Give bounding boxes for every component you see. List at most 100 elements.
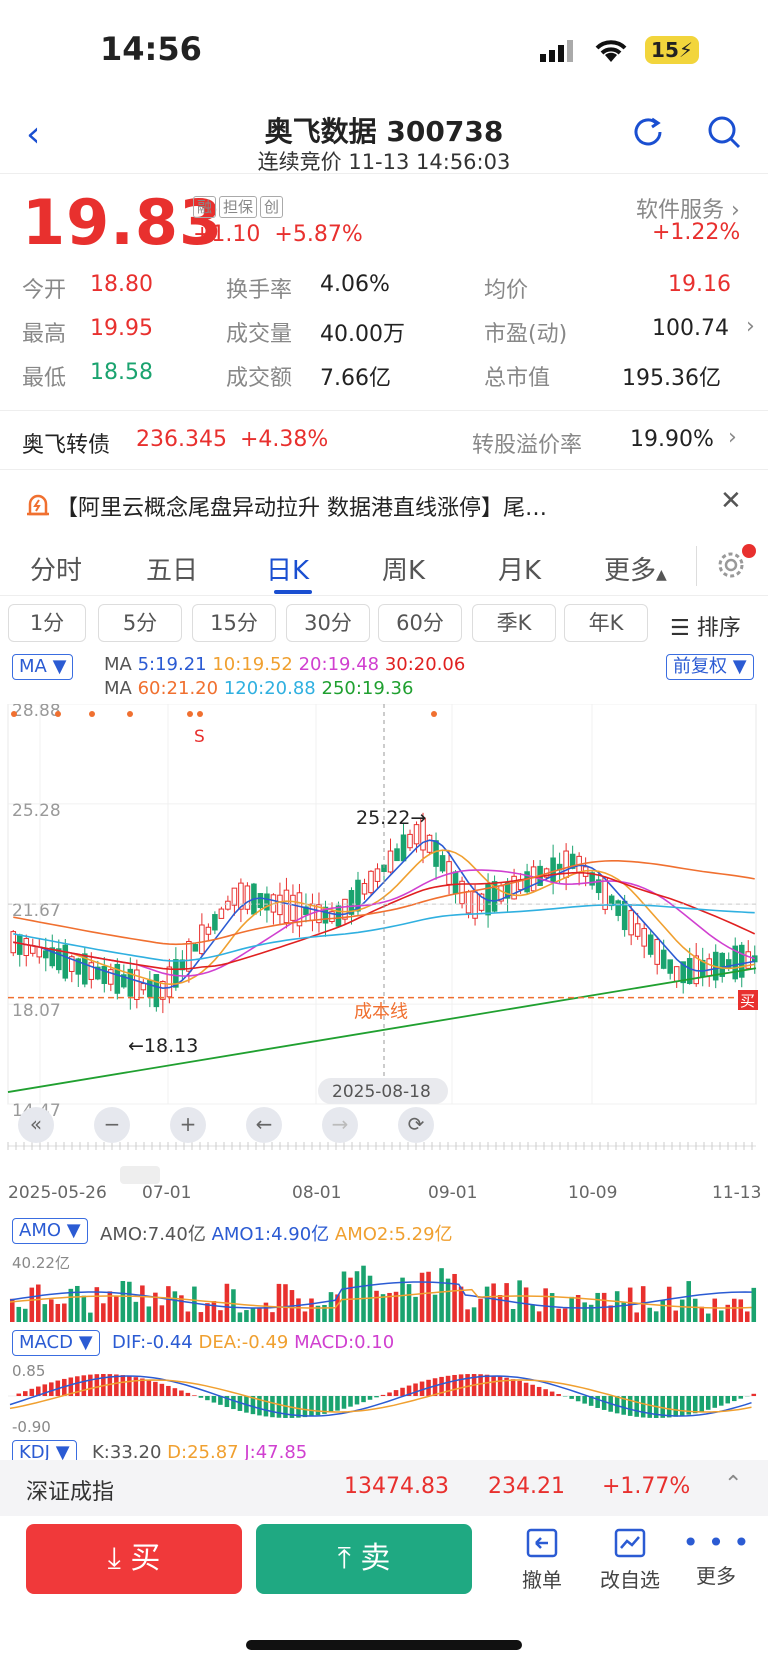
- y-tick-label: 21.67: [12, 901, 61, 921]
- candle-body: [654, 939, 660, 965]
- kdj-selector[interactable]: KDJ ▼: [12, 1440, 77, 1460]
- macd-dea: DEA:-0.49: [198, 1332, 289, 1353]
- scroll-left-icon[interactable]: ←: [246, 1107, 282, 1143]
- subtab-quarter[interactable]: 季K: [472, 604, 556, 642]
- tab-more[interactable]: 更多▲: [604, 556, 667, 586]
- crosshair-date-bg: [318, 1078, 448, 1104]
- stat-value-open: 18.80: [90, 272, 153, 297]
- convertible-bond-row[interactable]: 奥飞转债 236.345 +4.38% 转股溢价率 19.90% ›: [0, 410, 768, 470]
- event-marker: [11, 711, 17, 717]
- subtab-1min[interactable]: 1分: [8, 604, 86, 642]
- candle-body: [413, 824, 420, 845]
- amo-bar: [179, 1295, 184, 1322]
- close-icon[interactable]: ✕: [720, 486, 742, 516]
- amo-bar: [42, 1304, 48, 1322]
- sector-percent: +1.22%: [652, 220, 741, 245]
- chevron-up-icon[interactable]: ⌃: [724, 1472, 743, 1497]
- cancel-order-button[interactable]: 撤单: [506, 1526, 578, 1593]
- ma-legend-item2-0: MA: [104, 678, 138, 699]
- candle-body: [69, 956, 75, 972]
- stat-label-open: 今开: [22, 278, 67, 303]
- candle-body: [569, 853, 576, 869]
- kdj-d: D:25.87: [167, 1442, 239, 1460]
- buy-marker: 买: [740, 992, 755, 1010]
- ma-selector[interactable]: MA ▼: [12, 654, 74, 680]
- rotate-screen-icon[interactable]: ⟳: [398, 1107, 434, 1143]
- candle-body: [732, 945, 739, 980]
- macd-bar: [393, 1390, 399, 1396]
- candle-body: [108, 969, 114, 985]
- macd-bar: [543, 1389, 548, 1396]
- tab-divider: [696, 546, 697, 586]
- sector-name: 软件服务: [636, 198, 725, 223]
- amo-bar: [205, 1303, 210, 1322]
- subtab-year[interactable]: 年K: [564, 604, 648, 642]
- macd-bar: [192, 1395, 197, 1396]
- zoom-out-icon[interactable]: −: [94, 1107, 130, 1143]
- macd-bar: [231, 1396, 236, 1410]
- buy-button[interactable]: ⤓ 买: [26, 1524, 242, 1594]
- subtab-5min[interactable]: 5分: [98, 604, 182, 642]
- macd-bar: [218, 1396, 223, 1405]
- amo-bar: [660, 1300, 665, 1322]
- refresh-icon[interactable]: [630, 114, 666, 154]
- macd-bar: [133, 1377, 139, 1396]
- amo-selector[interactable]: AMO ▼: [12, 1218, 88, 1244]
- candle-body: [738, 944, 745, 978]
- chevron-right-icon[interactable]: ›: [746, 314, 755, 339]
- macd-selector[interactable]: MACD ▼: [12, 1330, 100, 1356]
- undo-icon: [526, 1528, 558, 1558]
- sell-button[interactable]: ⤒ 卖: [256, 1524, 472, 1594]
- candle-body: [153, 974, 160, 1008]
- stat-value-pe[interactable]: 100.74: [652, 316, 729, 341]
- candle-body: [101, 965, 108, 984]
- adjust-selector[interactable]: 前复权 ▼: [666, 654, 754, 680]
- candle-body: [433, 840, 439, 867]
- macd-bar: [172, 1388, 178, 1396]
- candle-body: [316, 904, 322, 924]
- macd-bar: [322, 1396, 327, 1414]
- macd-bar: [335, 1396, 340, 1411]
- subtab-15min[interactable]: 15分: [192, 604, 276, 642]
- notification-dot: [742, 544, 756, 558]
- tab-weekly[interactable]: 周K: [382, 556, 426, 586]
- ma-legend-line2: MA 60:21.20 120:20.88 250:19.36: [104, 678, 413, 699]
- scroll-left-fast-icon[interactable]: «: [18, 1107, 54, 1143]
- macd-bar: [23, 1391, 28, 1396]
- bond-percent: +4.38%: [240, 427, 329, 452]
- news-banner[interactable]: 【阿里云概念尾盘异动拉升 数据港直线涨停】尾… ✕: [0, 476, 768, 532]
- scroll-right-icon[interactable]: →: [322, 1107, 358, 1143]
- index-ticker[interactable]: 深证成指 13474.83 234.21 +1.77% ⌃: [0, 1460, 768, 1516]
- tab-intraday[interactable]: 分时: [30, 556, 83, 586]
- subtab-30min[interactable]: 30分: [286, 604, 370, 642]
- amo-bar: [49, 1299, 54, 1322]
- sort-button[interactable]: ☰ 排序: [670, 616, 741, 641]
- candle-body: [173, 959, 179, 988]
- gear-icon[interactable]: [716, 550, 746, 584]
- amo-bar: [133, 1301, 139, 1322]
- back-icon[interactable]: ‹: [26, 114, 41, 155]
- minute-subtabs: 1分 5分 15分 30分 60分 季K 年K ☰ 排序: [0, 600, 768, 644]
- ma-selector-label: MA ▼: [12, 654, 74, 680]
- more-button[interactable]: • • • 更多: [680, 1526, 752, 1589]
- candle-body: [628, 910, 634, 936]
- sector-link[interactable]: 软件服务 ›: [636, 198, 740, 223]
- macd-bar: [478, 1374, 483, 1396]
- current-price: 19.83: [22, 186, 224, 259]
- status-bar: 14:56 15⚡: [0, 0, 768, 100]
- tab-daily[interactable]: 日K: [266, 556, 310, 586]
- candle-body: [199, 924, 205, 955]
- tab-monthly[interactable]: 月K: [498, 556, 542, 586]
- tab-5day[interactable]: 五日: [146, 556, 199, 586]
- amo-bar: [153, 1292, 158, 1322]
- candle-body: [420, 817, 426, 851]
- search-icon[interactable]: [706, 114, 742, 154]
- stat-label-avg: 均价: [484, 278, 529, 303]
- subtab-60min[interactable]: 60分: [378, 604, 462, 642]
- zoom-in-icon[interactable]: +: [170, 1107, 206, 1143]
- amo-panel: AMO ▼ AMO:7.40亿 AMO1:4.90亿 AMO2:5.29亿 40…: [0, 1212, 768, 1322]
- macd-bar: [712, 1396, 718, 1408]
- amo-bar: [387, 1292, 392, 1322]
- edit-watchlist-button[interactable]: 改自选: [588, 1526, 672, 1593]
